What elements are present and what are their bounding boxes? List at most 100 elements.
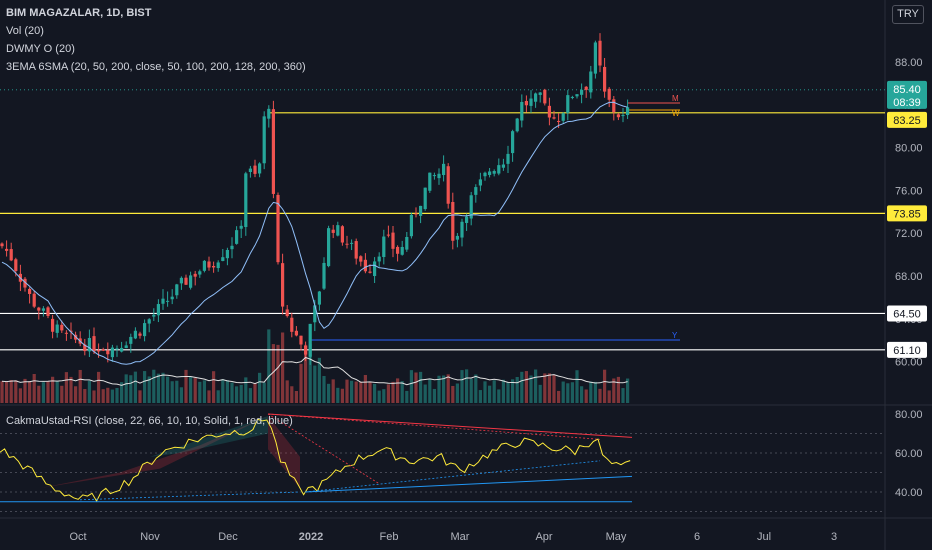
candle-body — [64, 332, 68, 334]
volume-bar — [115, 387, 119, 403]
candle-body — [69, 330, 73, 332]
time-tick-label: Mar — [451, 531, 470, 543]
volume-bar — [248, 388, 252, 403]
volume-bar — [258, 372, 262, 403]
candle-body — [478, 179, 482, 186]
volume-bar — [143, 371, 147, 403]
volume-bar — [193, 377, 197, 403]
volume-bar — [543, 373, 547, 403]
candle-body — [345, 243, 349, 245]
volume-bar — [101, 389, 105, 403]
candle-body — [258, 163, 262, 174]
volume-bar — [28, 381, 32, 403]
volume-bar — [327, 383, 331, 403]
candle-body — [184, 277, 188, 285]
volume-bar — [451, 385, 455, 403]
volume-bar — [290, 386, 294, 403]
volume-bar — [110, 389, 114, 403]
volume-bar — [230, 382, 234, 403]
candle-body — [110, 347, 114, 358]
volume-bar — [166, 376, 170, 403]
candle-body — [322, 262, 326, 289]
candle-body — [414, 213, 418, 215]
level-tag: Y — [672, 331, 678, 340]
candle-body — [336, 225, 340, 236]
candle-body — [566, 95, 570, 113]
volume-bar — [538, 384, 542, 403]
volume-bar — [78, 369, 82, 403]
rsi-resistance-dotted — [267, 413, 601, 440]
level-83-25-tag: 83.25 — [893, 115, 921, 127]
candle-body — [46, 307, 50, 316]
candle-body — [239, 225, 243, 229]
candle-body — [55, 324, 59, 333]
volume-bar — [74, 386, 78, 403]
volume-bar — [616, 376, 620, 403]
volume-bar — [345, 379, 349, 403]
volume-bar — [179, 387, 183, 403]
time-tick-label: Oct — [69, 531, 86, 543]
symbol-title[interactable]: BIM MAGAZALAR, 1D, BIST — [6, 7, 152, 19]
volume-bar — [202, 380, 206, 403]
volume-bar — [488, 385, 492, 403]
candle-body — [147, 319, 151, 324]
candle-body — [115, 348, 119, 350]
ema-legend[interactable]: 3EMA 6SMA (20, 50, 200, close, 50, 100, … — [6, 61, 306, 73]
candle-body — [41, 308, 45, 311]
volume-bar — [83, 389, 87, 403]
volume-bar — [497, 389, 501, 403]
candle-body — [584, 86, 588, 90]
volume-bar — [552, 374, 556, 403]
volume-bar — [501, 379, 505, 403]
candle-body — [133, 330, 137, 339]
volume-bar — [69, 376, 73, 403]
volume-bar — [189, 376, 193, 403]
candle-body — [0, 243, 4, 247]
volume-bar — [409, 370, 413, 403]
volume-bar — [253, 383, 257, 403]
candle-body — [9, 249, 13, 261]
volume-bar — [331, 379, 335, 403]
candle-body — [138, 333, 142, 336]
rsi-legend[interactable]: CakmaUstad-RSI (close, 22, 66, 10, 10, S… — [6, 415, 293, 427]
candle-body — [92, 336, 96, 352]
candle-body — [446, 166, 450, 204]
candle-body — [396, 246, 400, 254]
axes: 88.0084.0080.0076.0072.0068.0064.0060.00… — [69, 57, 922, 543]
dwmy-legend[interactable]: DWMY O (20) — [6, 43, 75, 55]
candle-body — [423, 187, 427, 210]
volume-bar — [547, 373, 551, 403]
volume-bar — [423, 384, 427, 403]
rsi-support-dotted — [79, 491, 301, 501]
sma-line — [1, 101, 628, 365]
volume-bar — [152, 369, 156, 403]
volume-bar — [147, 376, 151, 403]
candle-body — [83, 344, 87, 352]
volume-bar — [598, 388, 602, 403]
volume-bar — [120, 382, 124, 403]
volume-bar — [520, 371, 524, 403]
volume-bar — [198, 381, 202, 403]
candle-body — [244, 173, 248, 227]
currency-button[interactable]: TRY — [892, 5, 924, 24]
rsi-resistance-line — [267, 413, 633, 438]
volume-bar — [239, 384, 243, 403]
volume-bar — [175, 380, 179, 403]
volume-bar — [524, 371, 528, 403]
time-tick-label: Dec — [218, 531, 238, 543]
volume-legend[interactable]: Vol (20) — [6, 25, 44, 37]
volume-bar — [92, 390, 96, 403]
candle-body — [129, 336, 133, 344]
volume-bar — [129, 375, 133, 403]
volume-bar — [37, 385, 41, 403]
candle-body — [189, 275, 193, 288]
volume-bar — [313, 365, 317, 403]
last-price-tag-bg — [887, 80, 927, 109]
volume-bar — [570, 382, 574, 403]
time-tick-label: Feb — [380, 531, 399, 543]
level-61-10-tag-bg — [887, 341, 927, 358]
candle-body — [534, 93, 538, 102]
candle-body — [409, 214, 413, 237]
